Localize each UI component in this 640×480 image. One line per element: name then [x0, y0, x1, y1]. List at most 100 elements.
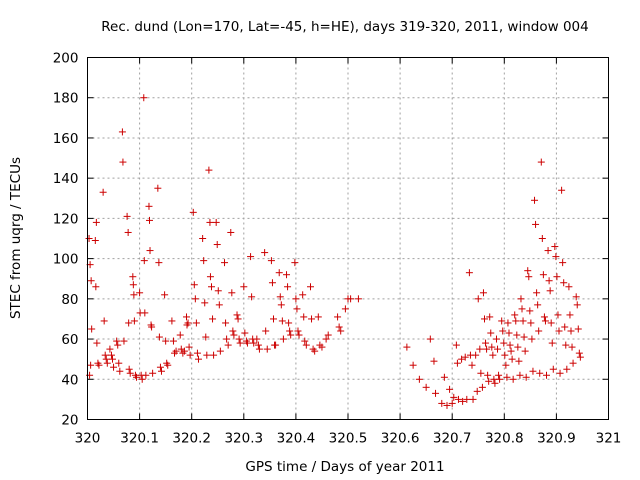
y-tick-label: 100 — [53, 252, 79, 268]
data-point — [525, 273, 533, 281]
data-point — [503, 373, 511, 381]
data-point — [302, 341, 310, 349]
data-point — [553, 273, 561, 281]
data-point — [495, 371, 503, 379]
data-point — [511, 311, 519, 319]
data-point — [236, 339, 244, 347]
data-point — [551, 243, 559, 251]
plot-frame — [87, 57, 609, 420]
data-point — [292, 295, 300, 303]
data-point — [453, 359, 461, 367]
data-point — [335, 323, 343, 331]
data-point — [164, 361, 172, 369]
data-point — [494, 345, 502, 353]
x-tick-label: 320.8 — [485, 431, 524, 447]
data-point — [458, 355, 466, 363]
data-point — [118, 128, 126, 136]
chart-title: Rec. dund (Lon=170, Lat=-45, h=HE), days… — [101, 19, 588, 35]
data-point — [478, 383, 486, 391]
data-point — [446, 385, 454, 393]
data-point — [140, 94, 148, 102]
data-point — [532, 220, 540, 228]
data-point — [485, 377, 493, 385]
data-point — [126, 369, 134, 377]
data-point — [291, 259, 299, 267]
data-point — [527, 319, 535, 327]
data-point — [172, 347, 180, 355]
data-point — [206, 273, 214, 281]
data-point — [95, 361, 103, 369]
data-point — [130, 291, 138, 299]
data-point — [141, 309, 149, 317]
data-point — [293, 305, 301, 313]
data-point — [222, 319, 230, 327]
data-point — [354, 295, 362, 303]
data-point — [422, 383, 430, 391]
data-point — [91, 237, 99, 245]
data-point — [109, 355, 117, 363]
y-tick-label: 40 — [61, 372, 78, 388]
y-tick-label: 120 — [53, 211, 79, 227]
data-point — [540, 313, 548, 321]
data-point — [148, 323, 156, 331]
data-point — [140, 257, 148, 265]
data-point — [486, 313, 494, 321]
data-point — [448, 399, 456, 407]
data-point — [162, 337, 170, 345]
x-tick-label: 320.2 — [172, 431, 211, 447]
data-point — [279, 335, 287, 343]
data-point — [263, 345, 271, 353]
data-point — [190, 281, 198, 289]
data-point — [241, 329, 249, 337]
data-point — [440, 373, 448, 381]
data-point — [567, 327, 575, 335]
data-point — [235, 335, 243, 343]
data-point — [145, 202, 153, 210]
data-point — [186, 351, 194, 359]
data-point — [102, 355, 110, 363]
data-point — [142, 371, 150, 379]
data-point — [499, 327, 507, 335]
data-point — [255, 345, 263, 353]
data-point — [518, 305, 526, 313]
data-point — [88, 325, 96, 333]
data-point — [295, 331, 303, 339]
data-point — [240, 283, 248, 291]
x-tick-label: 320.1 — [120, 431, 159, 447]
data-point — [221, 259, 229, 267]
data-point — [115, 359, 123, 367]
data-point — [489, 351, 497, 359]
y-tick-label: 200 — [53, 51, 79, 67]
y-tick-label: 180 — [53, 91, 79, 107]
data-point — [484, 371, 492, 379]
data-point — [194, 355, 202, 363]
y-tick-label: 140 — [53, 171, 79, 187]
data-point — [228, 289, 236, 297]
data-point — [277, 301, 285, 309]
data-point — [337, 327, 345, 335]
data-point — [575, 349, 583, 357]
data-point — [334, 313, 342, 321]
data-point — [491, 379, 499, 387]
data-point — [314, 313, 322, 321]
data-point — [184, 319, 192, 327]
data-point — [454, 395, 462, 403]
data-point — [284, 283, 292, 291]
x-tick-label: 321 — [596, 431, 622, 447]
data-point — [552, 253, 560, 261]
x-tick-label: 320.4 — [277, 431, 316, 447]
data-point — [99, 188, 107, 196]
data-point — [233, 311, 241, 319]
y-tick-label: 80 — [61, 292, 78, 308]
data-point — [534, 301, 542, 309]
data-point — [156, 363, 164, 371]
data-points — [85, 94, 584, 409]
y-tick-label: 160 — [53, 131, 79, 147]
data-point — [169, 337, 177, 345]
data-point — [426, 335, 434, 343]
data-point — [415, 375, 423, 383]
data-point — [539, 271, 547, 279]
data-point — [182, 313, 190, 321]
data-point — [213, 241, 221, 249]
data-point — [206, 218, 214, 226]
